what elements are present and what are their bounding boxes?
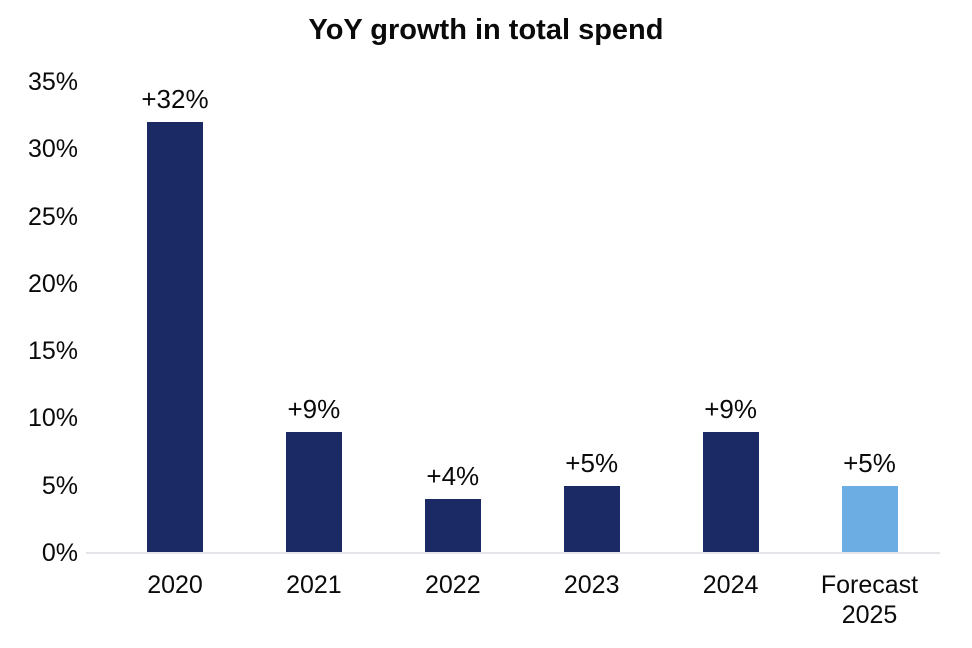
bar-2021 xyxy=(285,431,342,553)
bar-value-label-2024: +9% xyxy=(704,393,757,424)
y-tick-label: 20% xyxy=(27,269,78,298)
bar-2020 xyxy=(147,122,203,553)
y-tick-label: 30% xyxy=(27,135,78,164)
bar-value-label-2020: +32% xyxy=(141,84,209,115)
y-tick-label: 15% xyxy=(27,337,78,366)
bar-value-label-2022: +4% xyxy=(426,461,480,492)
x-tick-label-2021: 2021 xyxy=(286,571,342,599)
x-tick-label-forecast-2025: Forecast 2025 xyxy=(820,571,919,629)
y-tick-label: 5% xyxy=(41,471,78,500)
x-tick-label-2020: 2020 xyxy=(147,571,203,599)
x-tick-label-2023: 2023 xyxy=(563,571,620,599)
bar-value-label-2023: +5% xyxy=(565,447,619,478)
bar-2023 xyxy=(563,485,620,553)
x-tick-label-2022: 2022 xyxy=(424,571,481,599)
x-tick-label-2024: 2024 xyxy=(702,571,759,599)
y-tick-label: 25% xyxy=(27,202,78,231)
bar-2022 xyxy=(424,499,481,553)
bar-2024 xyxy=(702,431,759,553)
y-tick-label: 35% xyxy=(27,67,78,96)
y-tick-label: 0% xyxy=(41,539,78,567)
chart-title: YoY growth in total spend xyxy=(308,14,664,46)
x-axis-line xyxy=(86,552,940,554)
bar-forecast-2025 xyxy=(841,485,898,553)
y-tick-label: 10% xyxy=(27,404,78,433)
bar-value-label-2021: +9% xyxy=(287,393,341,424)
bar-value-label-forecast-2025: +5% xyxy=(843,447,896,478)
